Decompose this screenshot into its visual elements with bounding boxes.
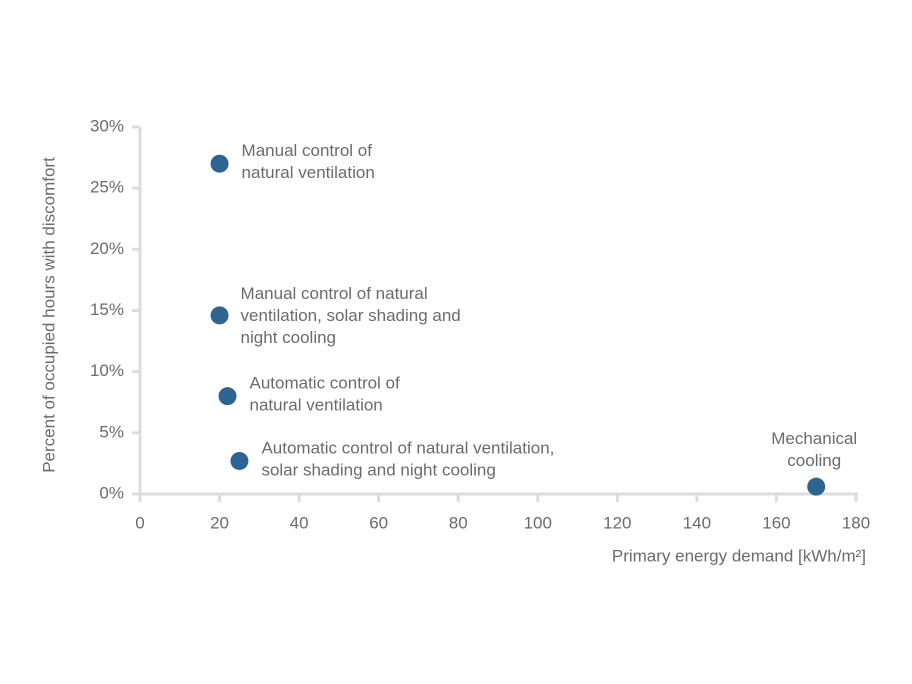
- point-label: Manual control of: [242, 141, 373, 160]
- x-tick-label: 20: [210, 513, 229, 532]
- point-label: Automatic control of natural ventilation…: [261, 438, 554, 457]
- point: [807, 477, 826, 496]
- y-axis-label: Percent of occupied hours with discomfor…: [39, 157, 58, 473]
- x-tick-label: 80: [449, 513, 468, 532]
- y-tick-label: 5%: [99, 422, 124, 441]
- point-label: ventilation, solar shading and: [241, 306, 461, 325]
- x-tick-label: 60: [369, 513, 388, 532]
- point-label: cooling: [787, 451, 841, 470]
- y-tick-label: 0%: [99, 483, 124, 502]
- x-tick-label: 140: [683, 513, 711, 532]
- y-tick-label: 25%: [90, 178, 124, 197]
- x-tick-label: 0: [135, 513, 144, 532]
- y-tick-label: 20%: [90, 239, 124, 258]
- point-label: Mechanical: [771, 429, 857, 448]
- y-tick-label: 15%: [90, 300, 124, 319]
- point-label: natural ventilation: [242, 163, 375, 182]
- x-tick-label: 180: [842, 513, 870, 532]
- point-label: night cooling: [241, 328, 336, 347]
- x-tick-label: 120: [603, 513, 631, 532]
- point-label: Automatic control of: [250, 374, 401, 393]
- point-label: Manual control of natural: [241, 284, 428, 303]
- point: [210, 306, 229, 325]
- x-tick-label: 40: [290, 513, 309, 532]
- y-tick-label: 10%: [90, 361, 124, 380]
- point: [230, 451, 249, 470]
- x-axis-label: Primary energy demand [kWh/m²]: [612, 546, 866, 565]
- x-tick-label: 100: [524, 513, 552, 532]
- y-tick-label: 30%: [90, 116, 124, 135]
- point: [218, 387, 237, 406]
- point: [210, 154, 229, 173]
- point-label: solar shading and night cooling: [261, 460, 495, 479]
- point-label: natural ventilation: [250, 396, 383, 415]
- x-tick-label: 160: [762, 513, 790, 532]
